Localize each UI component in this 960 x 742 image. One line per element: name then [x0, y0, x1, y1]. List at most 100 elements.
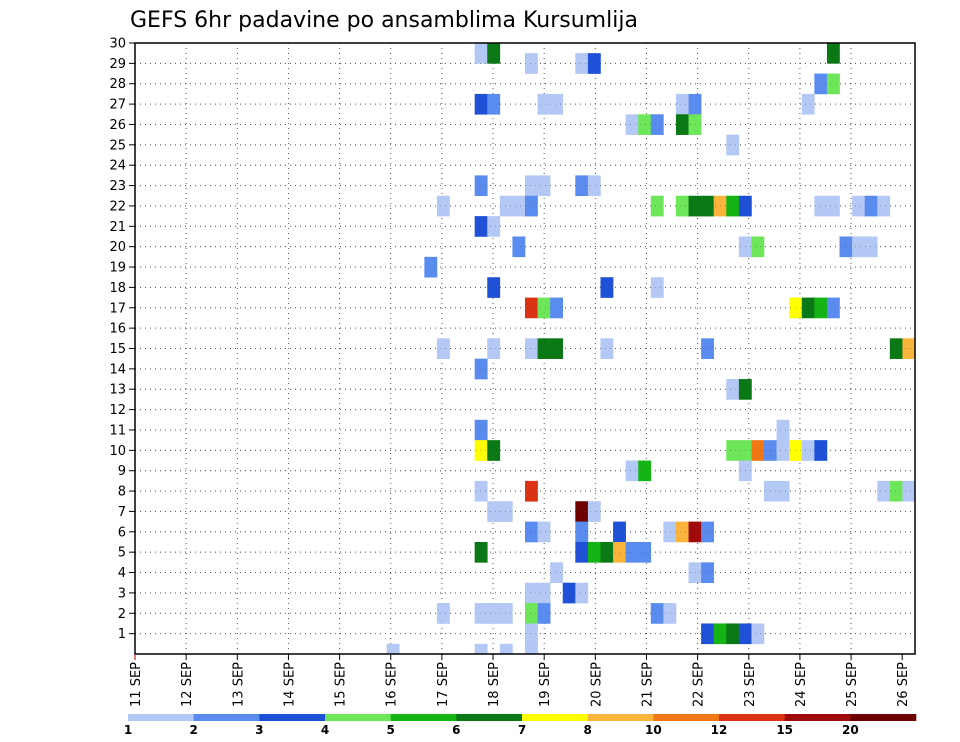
legend-label: 5: [386, 723, 394, 737]
precip-cell: [499, 603, 513, 624]
precip-cell: [688, 195, 702, 217]
precip-cell: [776, 480, 790, 502]
x-tick-label: 11 SEP: [129, 662, 144, 707]
precip-cell: [575, 501, 589, 522]
x-tick-label: 12 SEP: [180, 662, 195, 707]
y-tick-label: 16: [109, 322, 126, 337]
y-tick-label: 28: [109, 77, 126, 92]
precip-cell: [512, 195, 526, 217]
grid-overlay: [135, 42, 915, 635]
x-tick-label: 25 SEP: [845, 662, 860, 707]
precip-cell: [487, 338, 501, 359]
precip-cell: [726, 440, 740, 461]
legend-swatch: [587, 714, 654, 721]
y-tick-label: 7: [118, 505, 126, 520]
precip-cell: [638, 460, 652, 482]
precip-cell: [650, 114, 664, 135]
legend-swatch: [456, 714, 523, 721]
x-tick-label: 26 SEP: [896, 662, 911, 707]
x-tick-label: 15 SEP: [334, 662, 349, 707]
precip-cell: [625, 541, 639, 563]
x-tick-label: 23 SEP: [743, 662, 758, 707]
precip-cell: [826, 297, 840, 319]
y-tick-label: 5: [118, 546, 126, 561]
legend-swatch: [193, 714, 260, 721]
precip-cell: [902, 480, 916, 502]
precip-cell: [487, 603, 501, 624]
precip-cell: [701, 562, 715, 584]
y-tick-label: 20: [109, 240, 126, 255]
precip-cell: [487, 216, 501, 237]
precip-cell: [889, 338, 903, 359]
data-cells: [135, 42, 916, 655]
legend-swatch: [325, 714, 391, 721]
precip-cell: [625, 114, 639, 135]
y-tick-label: 10: [109, 444, 126, 459]
y-tick-label: 15: [109, 342, 126, 357]
legend-label: 1: [124, 723, 132, 737]
legend-label: 8: [583, 723, 591, 737]
y-tick-label: 13: [109, 383, 126, 398]
precip-cell: [587, 175, 601, 197]
x-tick-label: 17 SEP: [436, 662, 451, 707]
precip-cell: [776, 440, 790, 461]
precip-cell: [474, 440, 488, 461]
precip-cell: [877, 195, 891, 217]
x-axis-ticks: 11 SEP 12 SEP 13 SEP 14 SEP 15 SEP 16 SEP 17 S…: [129, 654, 911, 707]
legend-swatch: [390, 714, 457, 721]
precip-cell: [726, 134, 740, 156]
precip-cell: [701, 521, 715, 543]
precip-cell: [688, 114, 702, 135]
precip-cell: [474, 480, 488, 502]
y-tick-label: 8: [118, 485, 126, 500]
legend-swatch: [719, 714, 785, 721]
precip-cell: [600, 277, 614, 298]
x-tick-label: 20 SEP: [589, 662, 604, 707]
precip-cell: [487, 440, 501, 461]
precip-cell: [688, 521, 702, 543]
precip-cell: [675, 195, 689, 217]
precip-cell: [801, 93, 815, 115]
precip-cell: [562, 582, 576, 604]
y-tick-label: 25: [109, 138, 126, 153]
x-tick-label: 22 SEP: [692, 662, 707, 707]
precip-cell: [487, 93, 501, 115]
legend-swatch: [522, 714, 588, 721]
precip-cell: [613, 521, 626, 543]
precip-cell: [474, 643, 488, 655]
y-tick-label: 4: [118, 566, 126, 581]
precip-cell: [525, 623, 538, 645]
precip-cell: [688, 93, 702, 115]
precip-cell: [575, 521, 589, 543]
precip-cell: [701, 195, 715, 217]
precip-cell: [550, 338, 564, 359]
legend-label: 4: [321, 723, 329, 737]
x-tick-label: 19 SEP: [538, 662, 553, 707]
precip-cell: [650, 277, 664, 298]
precip-cell: [751, 440, 765, 461]
precip-cell: [474, 43, 488, 64]
precip-cell: [525, 480, 538, 502]
legend-label: 3: [255, 723, 263, 737]
x-tick-label: 16 SEP: [385, 662, 400, 707]
precip-cell: [675, 93, 689, 115]
precip-cell: [550, 562, 564, 584]
y-tick-label: 3: [118, 586, 126, 601]
y-tick-label: 22: [109, 199, 126, 214]
precip-cell: [726, 379, 740, 400]
precip-cell: [575, 175, 589, 197]
y-tick-label: 30: [109, 37, 126, 52]
precip-cell: [726, 195, 740, 217]
y-tick-label: 2: [118, 607, 126, 622]
precip-cell: [638, 114, 652, 135]
precip-cell: [575, 582, 589, 604]
precip-cell: [499, 501, 513, 522]
y-tick-label: 23: [109, 179, 126, 194]
precip-cell: [675, 114, 689, 135]
precip-cell: [537, 297, 551, 319]
precip-cell: [587, 541, 601, 563]
x-tick-label: 21 SEP: [640, 662, 655, 707]
y-axis-ticks: 1234567891011121314151617181920212223242…: [109, 37, 135, 642]
precip-cell: [386, 643, 400, 655]
